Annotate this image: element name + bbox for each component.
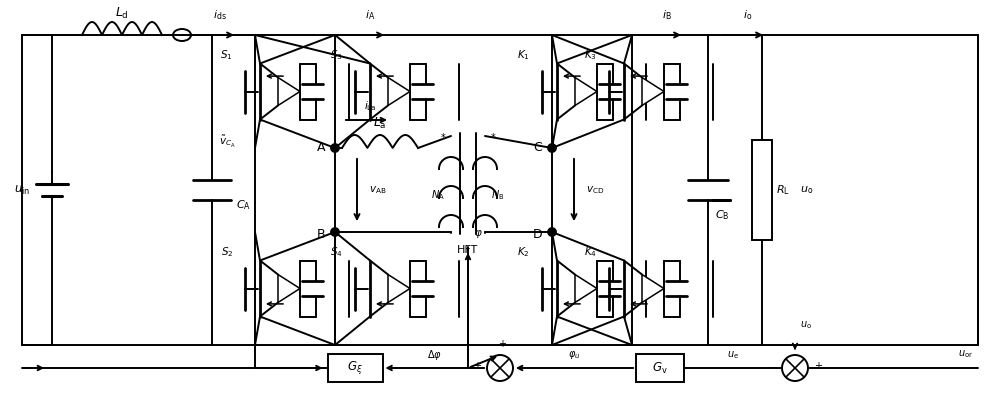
Text: $K_2$: $K_2$: [517, 246, 530, 260]
Text: $G_{\rm v}$: $G_{\rm v}$: [652, 360, 668, 376]
Text: $i_{\rm La}$: $i_{\rm La}$: [364, 99, 376, 113]
Text: $C_{\rm A}$: $C_{\rm A}$: [236, 198, 251, 212]
Text: $u_{\rm o}$: $u_{\rm o}$: [800, 319, 812, 331]
Text: $i_{\rm B}$: $i_{\rm B}$: [662, 8, 672, 22]
Text: $S_1$: $S_1$: [220, 49, 233, 62]
Text: HFT: HFT: [457, 245, 479, 255]
Text: $G_{\xi}$: $G_{\xi}$: [347, 360, 363, 376]
Bar: [752, 140, 772, 240]
Polygon shape: [575, 274, 597, 302]
Text: A: A: [316, 140, 325, 154]
Text: $\tilde{v}_{C_{\rm A}}$: $\tilde{v}_{C_{\rm A}}$: [219, 134, 236, 150]
Text: $K_3$: $K_3$: [584, 49, 597, 62]
Text: $S_3$: $S_3$: [330, 49, 343, 62]
Polygon shape: [575, 78, 597, 106]
Text: *: *: [441, 133, 445, 143]
Text: $L_{\rm d}$: $L_{\rm d}$: [115, 6, 129, 20]
Text: $i_{\rm o}$: $i_{\rm o}$: [743, 8, 753, 22]
Text: $K_4$: $K_4$: [584, 246, 597, 260]
Text: $u_{\rm o}$: $u_{\rm o}$: [800, 184, 813, 196]
Polygon shape: [278, 274, 300, 302]
Text: $S_2$: $S_2$: [221, 246, 233, 260]
Circle shape: [548, 228, 556, 236]
Bar: [328, 354, 382, 382]
Text: $v_{\rm AB}$: $v_{\rm AB}$: [369, 184, 387, 196]
Text: $K_1$: $K_1$: [517, 49, 530, 62]
Circle shape: [548, 144, 556, 152]
Text: $N_{\rm B}$: $N_{\rm B}$: [491, 188, 505, 202]
Text: $u_{\rm or}$: $u_{\rm or}$: [958, 348, 973, 360]
Text: +: +: [498, 339, 506, 349]
Polygon shape: [642, 78, 664, 106]
Text: +: +: [814, 361, 822, 371]
Text: $-$: $-$: [767, 361, 776, 371]
Text: $L_{\rm a}$: $L_{\rm a}$: [373, 116, 387, 130]
Text: +: +: [473, 361, 481, 371]
Polygon shape: [278, 78, 300, 106]
Text: C: C: [533, 140, 542, 154]
Bar: [636, 354, 684, 382]
Text: $u_{\rm in}$: $u_{\rm in}$: [14, 184, 30, 196]
Text: $C_{\rm B}$: $C_{\rm B}$: [715, 208, 730, 222]
Text: D: D: [532, 228, 542, 240]
Text: $v_{\rm CD}$: $v_{\rm CD}$: [586, 184, 604, 196]
Text: $N_{\rm A}$: $N_{\rm A}$: [431, 188, 445, 202]
Text: $i_{\rm A}$: $i_{\rm A}$: [365, 8, 375, 22]
Text: $\varphi$: $\varphi$: [474, 228, 483, 240]
Text: $R_{\rm L}$: $R_{\rm L}$: [776, 183, 790, 197]
Text: B: B: [316, 228, 325, 240]
Text: $\Delta\varphi$: $\Delta\varphi$: [427, 348, 442, 362]
Circle shape: [331, 144, 339, 152]
Text: $u_{\rm e}$: $u_{\rm e}$: [727, 349, 739, 361]
Text: $S_4$: $S_4$: [330, 246, 343, 260]
Polygon shape: [388, 78, 410, 106]
Polygon shape: [388, 274, 410, 302]
Text: $i_{\rm ds}$: $i_{\rm ds}$: [213, 8, 227, 22]
Circle shape: [331, 228, 339, 236]
Text: $\varphi_u$: $\varphi_u$: [568, 349, 581, 361]
Text: *: *: [491, 133, 495, 143]
Polygon shape: [642, 274, 664, 302]
